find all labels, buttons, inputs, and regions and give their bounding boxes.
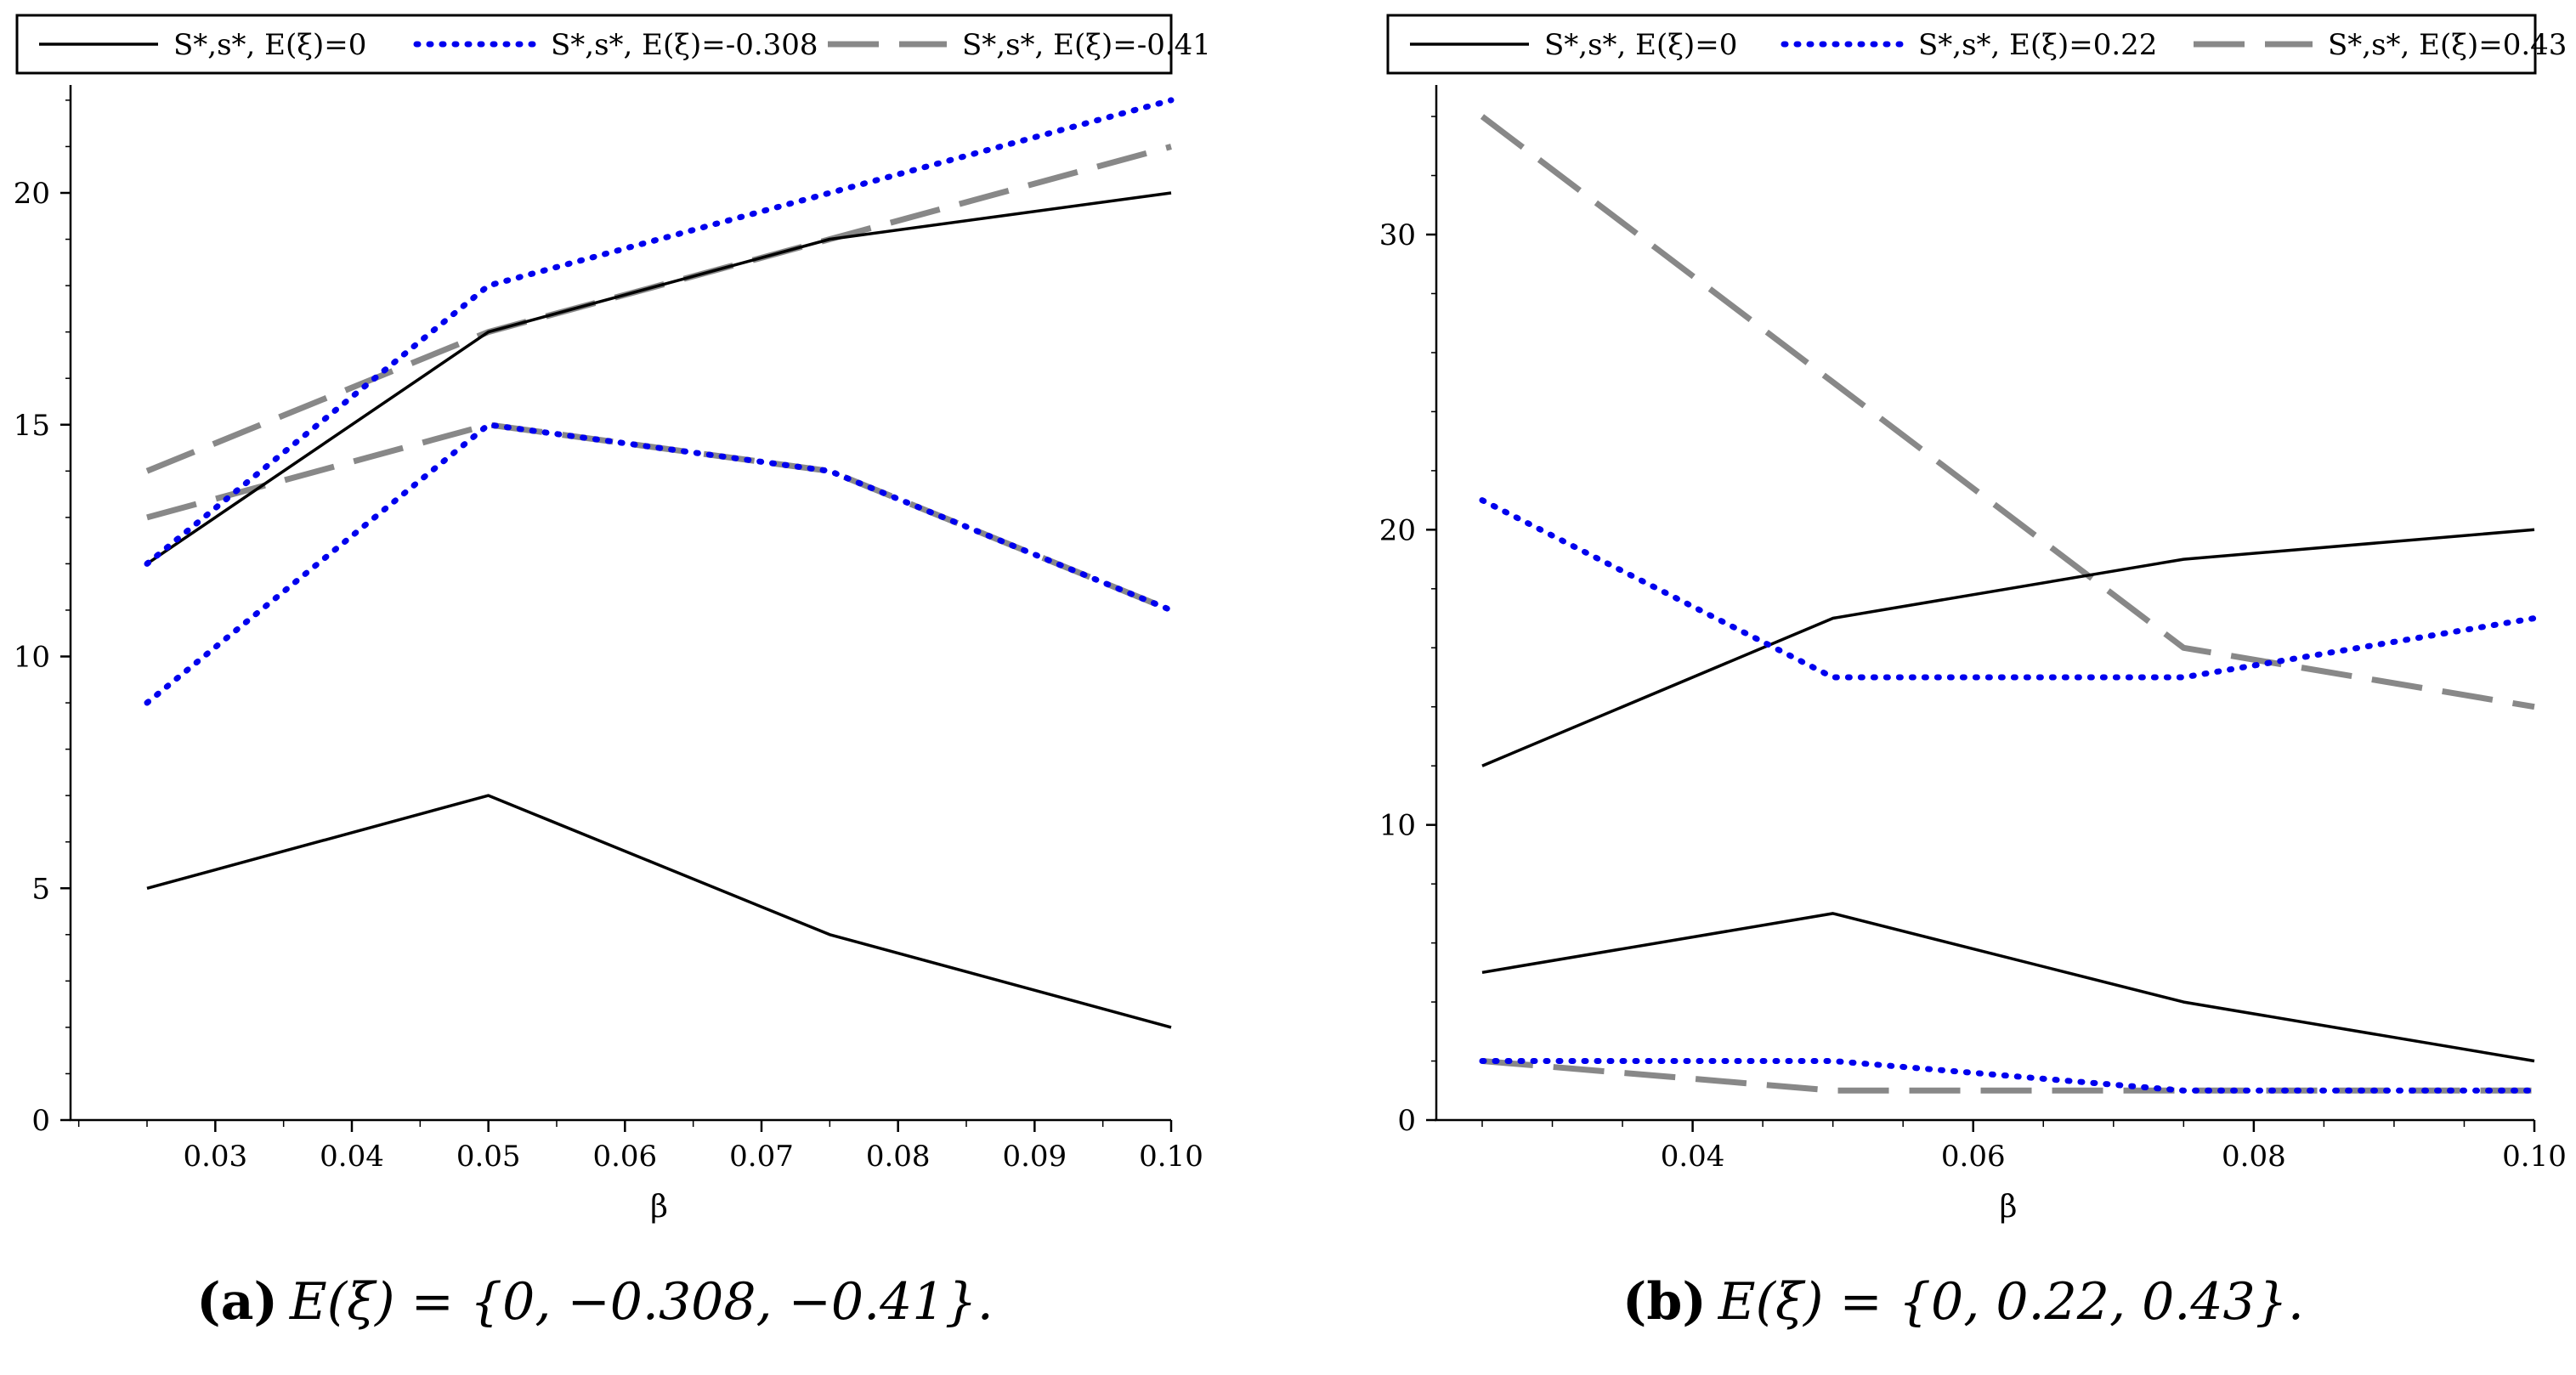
- x-tick-label: 0.07: [729, 1140, 794, 1174]
- legend-label-1: S*,s*, E(ξ)=0: [1544, 28, 1737, 62]
- x-tick-label: 0.10: [1139, 1140, 1203, 1174]
- x-tick-label: 0.06: [592, 1140, 657, 1174]
- y-tick-label: 0: [1397, 1104, 1416, 1138]
- legend: S*,s*, E(ξ)=0 S*,s*, E(ξ)=-0.308 S*,s*, E(…: [15, 14, 1211, 75]
- x-axis-label: β: [2000, 1190, 2018, 1225]
- caption: (a) E(ξ) = {0, −0.308, −0.41}.: [196, 1272, 994, 1332]
- legend-box: [15, 14, 1173, 75]
- y-tick-label: 30: [1379, 218, 1416, 252]
- x-tick-label: 0.08: [2222, 1140, 2286, 1174]
- series-line-3: [144, 97, 1175, 567]
- x-tick-label: 0.05: [456, 1140, 521, 1174]
- chart-panel-a: S*,s*, E(ξ)=0 S*,s*, E(ξ)=-0.308 S*,s*, E(…: [14, 14, 1211, 1332]
- y-tick-label: 15: [14, 409, 50, 443]
- x-tick-label: 0.10: [2502, 1140, 2567, 1174]
- caption-text: E(ξ) = {0, 0.22, 0.43}.: [1718, 1272, 2304, 1332]
- x-tick-label: 0.04: [320, 1140, 384, 1174]
- series-line-2: [1481, 912, 2535, 1063]
- y-tick-label: 0: [31, 1104, 50, 1138]
- series-line-4: [1479, 1058, 2538, 1094]
- legend-label-1: S*,s*, E(ξ)=0: [173, 28, 366, 62]
- x-tick-label: 0.03: [183, 1140, 247, 1174]
- series-line-1: [146, 191, 1172, 565]
- y-tick-label: 10: [1379, 809, 1416, 843]
- x-tick-label: 0.08: [866, 1140, 931, 1174]
- series-line-1: [1481, 528, 2535, 767]
- caption-text: E(ξ) = {0, −0.308, −0.41}.: [289, 1272, 994, 1332]
- chart-panel-b: S*,s*, E(ξ)=0 S*,s*, E(ξ)=0.22 S*,s*, E(ξ)…: [1379, 14, 2567, 1332]
- caption-label: (b): [1622, 1272, 1707, 1332]
- series-line-3: [1479, 497, 2538, 681]
- series-line-2: [146, 794, 1172, 1029]
- legend-label-2: S*,s*, E(ξ)=0.22: [1918, 28, 2157, 62]
- y-tick-label: 5: [31, 872, 50, 906]
- x-tick-label: 0.09: [1002, 1140, 1067, 1174]
- x-axis-label: β: [650, 1190, 668, 1225]
- legend: S*,s*, E(ξ)=0 S*,s*, E(ξ)=0.22 S*,s*, E(ξ)…: [1386, 14, 2567, 75]
- y-tick-label: 10: [14, 641, 50, 675]
- legend-box: [1386, 14, 2537, 75]
- caption-label: (a): [196, 1272, 278, 1332]
- series-line-5: [1480, 114, 2535, 710]
- y-tick-label: 20: [1379, 513, 1416, 547]
- caption: (b) E(ξ) = {0, 0.22, 0.43}.: [1622, 1272, 2304, 1332]
- x-tick-label: 0.06: [1941, 1140, 2006, 1174]
- x-tick-label: 0.04: [1661, 1140, 1725, 1174]
- legend-label-3: S*,s*, E(ξ)=0.43: [2328, 28, 2567, 62]
- series-line-4: [144, 422, 1175, 706]
- series-line-6: [146, 422, 1173, 614]
- legend-label-2: S*,s*, E(ξ)=-0.308: [551, 28, 818, 62]
- legend-label-3: S*,s*, E(ξ)=-0.41: [962, 28, 1211, 62]
- series-line-5: [145, 144, 1172, 474]
- y-tick-label: 20: [14, 177, 50, 211]
